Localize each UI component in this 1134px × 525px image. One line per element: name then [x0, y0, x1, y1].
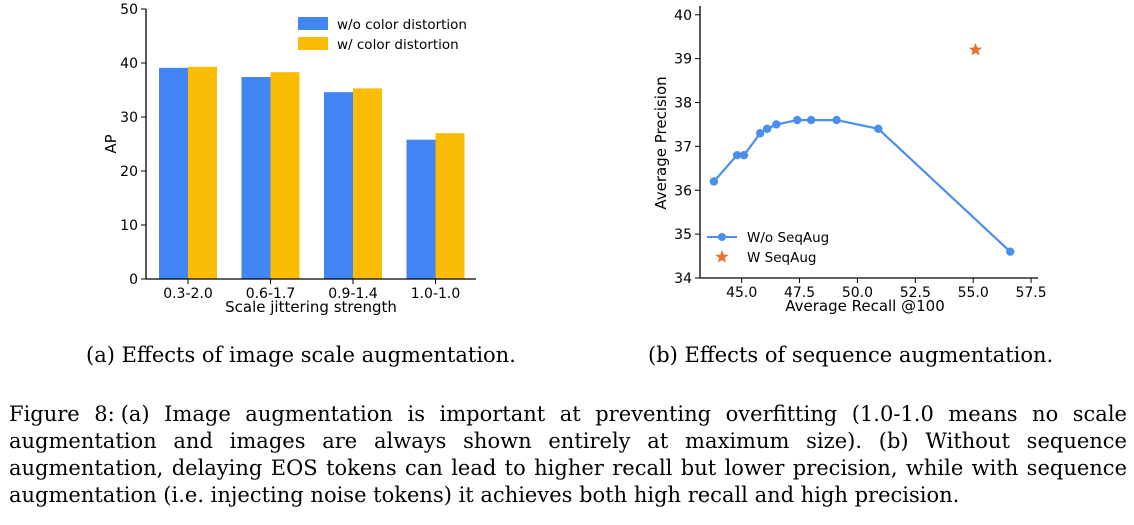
line-y-tick-label: 38: [674, 96, 692, 112]
line-y-tick-label: 40: [674, 8, 692, 24]
bar-legend-label-b: w/ color distortion: [337, 37, 459, 53]
subcaption-b: (b) Effects of sequence augmentation.: [648, 343, 1054, 367]
line-point: [755, 129, 765, 138]
bar-wo-color: [324, 92, 353, 279]
line-y-axis-label: Average Precision: [652, 76, 670, 209]
bar-y-tick-label: 10: [120, 218, 138, 234]
bar-y-tick-label: 20: [120, 164, 138, 180]
star-point: [968, 42, 983, 56]
line-x-tick-label: 45.0: [726, 285, 757, 301]
line-y-tick-label: 36: [674, 183, 692, 199]
line-point: [793, 115, 802, 125]
bar-y-tick-label: 0: [129, 272, 138, 288]
line-point: [832, 115, 841, 125]
bar-chart-plot: 0 10 20 30 40 50 0.3-2.0 0.6-1.7 0.9-1.4 1.0-1.0: [120, 2, 465, 302]
line-point: [709, 177, 719, 186]
bar-legend: w/o color distortion w/ color distortion: [298, 17, 467, 53]
line-x-tick-label: 52.5: [900, 285, 931, 301]
bar-wo-color: [159, 67, 188, 279]
bar-wo-color: [406, 139, 436, 279]
line-point: [762, 124, 772, 134]
bar-y-tick-label: 30: [120, 110, 138, 126]
line-legend-label-a: W/o SeqAug: [747, 230, 829, 246]
line-y-tick-label: 39: [674, 52, 692, 68]
line-point: [732, 150, 742, 160]
line-legend-marker: [718, 233, 726, 241]
line-point: [806, 115, 816, 125]
line-chart: 34 35 36 37 38 39 40 45.0 47.5 50.0 52.5 55.0 57.5 A…: [652, 6, 1047, 315]
line-x-tick-label: 47.5: [784, 285, 815, 301]
line-legend-label-b: W SeqAug: [747, 250, 816, 266]
line-y-tick-label: 37: [674, 139, 692, 155]
bar-legend-swatch-b: [298, 37, 328, 50]
line-point: [739, 150, 749, 160]
line-x-tick-label: 50.0: [842, 285, 873, 301]
bar-w-color: [353, 88, 382, 279]
bar-y-axis-label: AP: [102, 134, 120, 153]
line-y-tick-label: 35: [674, 227, 692, 243]
bar-legend-swatch-a: [298, 17, 328, 30]
line-point: [772, 120, 781, 129]
bar-x-tick-label: 1.0-1.0: [411, 286, 461, 302]
figure-caption: Figure 8: (a) Image augmentation is impor…: [9, 401, 1127, 509]
bar-x-axis-label: Scale jittering strength: [225, 298, 397, 316]
line-legend: W/o SeqAug W SeqAug: [707, 230, 829, 266]
bar-w-color: [270, 72, 300, 280]
figure-label: Figure 8:: [9, 402, 115, 426]
bar-x-tick-label: 0.6-1.7: [246, 286, 296, 302]
line-x-tick-label: 55.0: [958, 285, 989, 301]
bar-legend-label-a: w/o color distortion: [337, 17, 467, 33]
line-chart-plot: 34 35 36 37 38 39 40 45.0 47.5 50.0 52.5 55.0 57.5: [674, 8, 1046, 301]
line-x-axis-label: Average Recall @100: [785, 297, 945, 315]
bar-wo-color: [241, 77, 271, 279]
bar-y-tick-label: 40: [120, 56, 138, 72]
figure-caption-text: (a) Image augmentation is important at p…: [9, 402, 1127, 507]
line-y-tick-label: 34: [674, 271, 692, 287]
bar-w-color: [188, 66, 217, 279]
bar-x-tick-label: 0.9-1.4: [328, 286, 378, 302]
bar-w-color: [435, 133, 465, 279]
line-point: [874, 124, 883, 134]
line-x-tick-label: 57.5: [1015, 285, 1046, 301]
bar-y-tick-label: 50: [120, 2, 138, 18]
line-legend-star-icon: [715, 250, 729, 263]
bar-x-tick-label: 0.3-2.0: [163, 286, 213, 302]
line-point: [1006, 247, 1015, 256]
subcaption-a: (a) Effects of image scale augmentation.: [86, 343, 516, 367]
